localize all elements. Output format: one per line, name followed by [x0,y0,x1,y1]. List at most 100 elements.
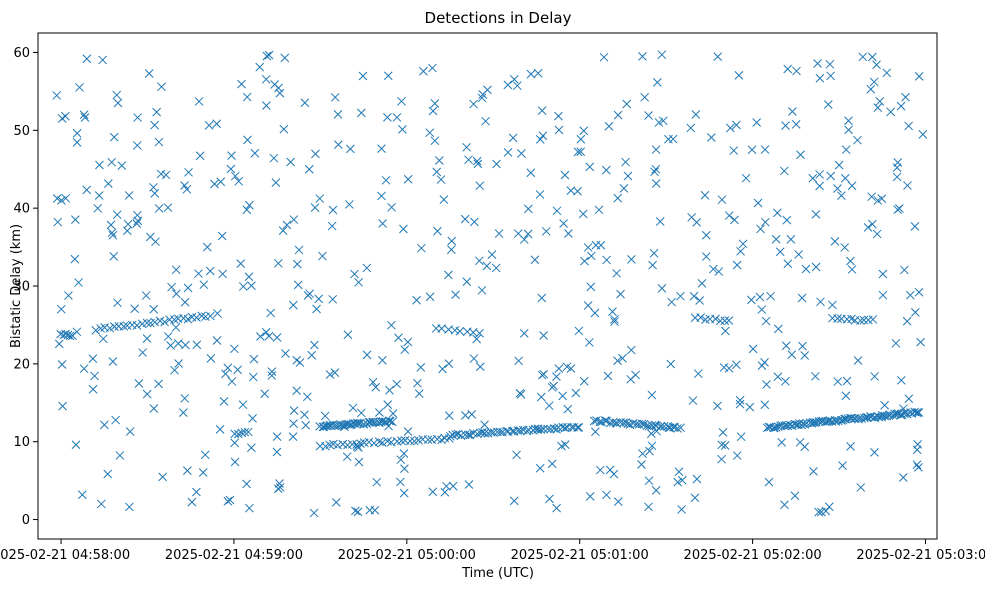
detection-point [442,481,451,491]
detection-point [651,145,661,154]
detection-point [796,150,805,160]
detection-point [310,203,320,212]
detection-point [618,353,627,363]
detection-point [57,196,66,205]
detection-point [354,277,363,287]
detection-point [204,121,214,130]
detection-point [718,428,728,437]
detection-point [831,417,841,426]
detection-point [693,369,703,379]
detection-point [320,411,330,421]
detection-point [752,118,762,127]
detection-point [225,495,235,505]
detection-point [392,379,402,389]
detection-point [724,316,734,325]
detection-point [736,432,746,442]
detection-point [559,219,568,228]
detection-point [480,420,489,430]
detection-point [330,92,340,102]
detection-point [526,168,536,178]
detection-point [399,488,409,498]
detection-point [109,251,119,261]
detection-point [356,418,365,428]
detection-point [834,160,844,170]
detection-point [649,248,659,258]
detection-point [691,110,701,119]
detection-point [149,404,159,413]
detection-point [469,354,479,363]
detection-point [650,167,659,177]
detection-point [233,365,243,375]
detection-point [444,270,453,280]
detection-point [867,192,876,202]
detection-point [899,265,909,275]
y-tick-label: 30 [13,280,30,295]
detection-point [144,69,154,78]
detection-point [777,438,787,447]
detection-point [711,314,720,324]
detection-point [701,230,711,240]
detection-point [262,51,272,61]
detection-point [902,316,912,326]
detection-point [519,235,529,244]
detection-point [267,371,277,380]
detection-point [141,291,151,300]
detection-point [697,279,707,288]
detection-point [552,372,561,381]
detection-point [117,161,127,171]
detection-point [281,349,290,358]
detection-point [734,71,744,80]
detection-point [425,128,435,138]
detection-point [388,409,398,418]
detection-point [275,479,284,488]
detection-point [130,304,140,314]
detection-point [512,450,521,460]
detection-point [696,313,706,322]
detection-point [853,135,862,145]
y-axis-ticks: 0 10 20 30 40 50 60 [13,46,38,528]
detection-point [872,60,881,70]
detection-point [870,413,880,422]
detection-point [182,466,192,475]
detection-point [462,142,471,152]
detection-point [563,404,573,414]
detection-point [783,421,793,431]
detection-point [350,269,359,279]
detection-point [342,452,352,462]
detection-point [399,449,409,458]
detection-point [562,422,572,432]
detection-point [673,477,683,487]
detection-point [132,321,142,330]
detection-point [644,502,653,512]
detection-point [747,145,757,155]
detection-point [585,492,595,501]
detection-point [403,174,413,184]
detection-point [307,350,317,360]
detection-point [760,145,770,154]
detection-point [475,362,485,372]
detection-point [764,477,774,487]
detection-point [674,467,684,477]
detection-point [357,108,366,118]
detection-point [273,258,283,268]
detection-point [394,333,403,343]
detection-point [343,330,353,340]
detection-point [610,314,619,324]
detection-point [664,423,674,432]
detection-point [387,320,396,330]
detection-point [554,111,563,121]
detection-point [270,80,279,89]
detection-point [487,250,497,259]
detection-point [688,396,698,405]
detection-point [631,370,640,380]
x-tick-label: 2025-02-21 04:58:00 [0,548,130,563]
detection-point [112,90,122,100]
detection-point [243,427,253,437]
detection-point [901,92,910,102]
detection-point [773,372,783,382]
detection-point [689,291,699,301]
detection-point [873,103,883,112]
detection-point [903,181,912,190]
detection-point [535,463,545,473]
detection-point [93,203,103,213]
